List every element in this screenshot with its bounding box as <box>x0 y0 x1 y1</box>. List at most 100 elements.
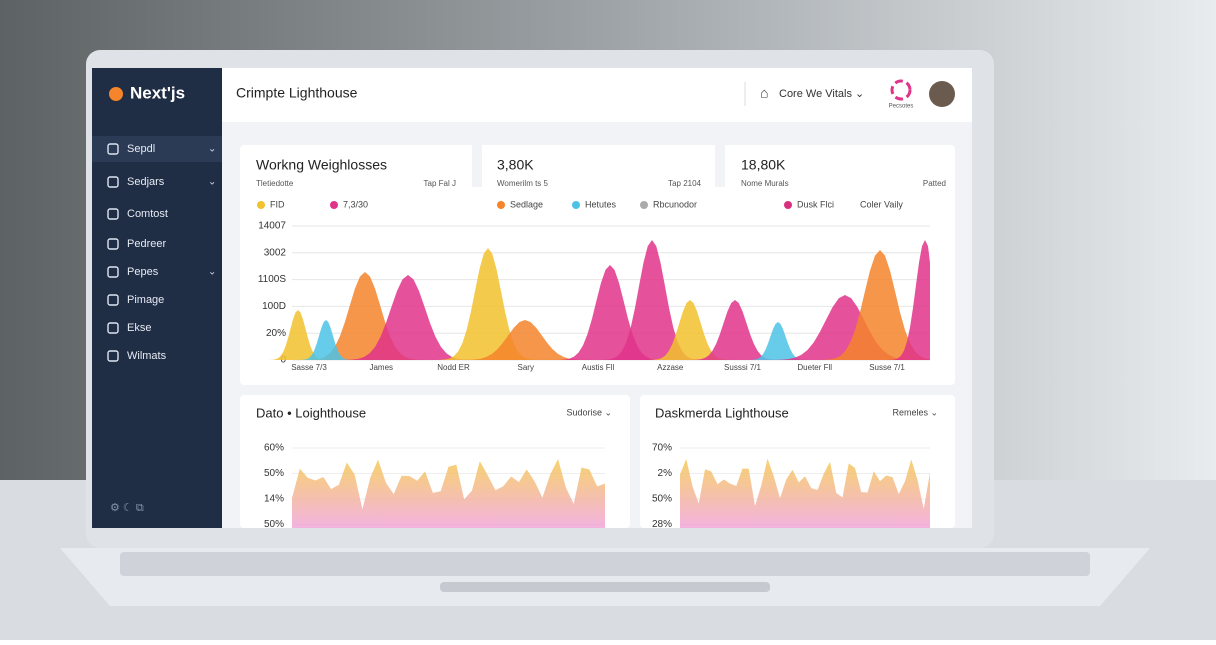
x-label: Susse 7/1 <box>869 363 905 372</box>
area-peak <box>437 248 539 360</box>
nav-icon <box>107 322 119 334</box>
area-peak <box>748 322 808 360</box>
panel-title: Dato • Loighthouse <box>256 405 366 420</box>
y-label: 50% <box>652 494 672 505</box>
area-peak <box>305 272 425 360</box>
area-peak <box>889 240 930 360</box>
nav-item[interactable]: Sedjars <box>127 176 165 188</box>
stat-label: Tletiedotte <box>256 179 294 188</box>
area-peak <box>601 240 703 360</box>
nav-item[interactable]: Pepes <box>127 266 159 278</box>
nav-item[interactable]: Ekse <box>127 322 151 334</box>
legend-label: FID <box>270 199 285 209</box>
legend-swatch <box>784 201 792 209</box>
area-soft <box>680 458 930 528</box>
nav-icon <box>107 208 119 220</box>
stat-label: Womerilm ts 5 <box>497 179 549 188</box>
card-gap <box>715 145 725 187</box>
card-gap <box>472 145 482 187</box>
x-label: James <box>369 363 393 372</box>
y-label: 70% <box>652 443 672 454</box>
y-label: 2% <box>658 468 673 479</box>
legend-swatch <box>640 201 648 209</box>
area-peak <box>648 300 732 360</box>
header <box>222 68 972 122</box>
area-peak <box>459 320 591 360</box>
active-item <box>92 136 222 162</box>
stat-title: Workng Weighlosses <box>256 157 387 173</box>
legend-swatch <box>257 201 265 209</box>
chevron: ⌄ <box>208 177 216 188</box>
y-label: 14% <box>264 494 284 505</box>
area-soft <box>292 459 605 528</box>
header-menu[interactable]: Core We Vitals <box>779 88 852 100</box>
badge-text: Pecsotes <box>889 104 914 110</box>
chevron: ⌄ <box>604 407 612 417</box>
nav-item[interactable]: Pedreer <box>127 238 166 250</box>
home-icon: ⌂ <box>760 85 768 101</box>
area-peak <box>770 295 920 360</box>
chart-menu[interactable]: Coler Vaily <box>860 199 903 209</box>
x-label: Austis Fll <box>582 363 615 372</box>
legend-label: Rbcunodor <box>653 199 697 209</box>
y-label: 60% <box>264 443 284 454</box>
y-label: 50% <box>264 468 284 479</box>
panel-menu[interactable]: Remeles <box>892 407 928 417</box>
x-label: Sasse 7/3 <box>291 363 327 372</box>
x-label: Nodd ER <box>437 363 470 372</box>
panel-menu[interactable]: Sudorise <box>566 407 602 417</box>
chevron: ⌄ <box>855 88 864 100</box>
stat-note: Patted <box>923 179 946 188</box>
chevron: ⌄ <box>930 407 938 417</box>
legend-label: 7,3/30 <box>343 199 368 209</box>
legend-label: Dusk Flci <box>797 199 834 209</box>
legend-swatch <box>497 201 505 209</box>
stat-label: Nome Murals <box>741 179 789 188</box>
y-label: 3002 <box>264 247 287 258</box>
x-label: Susssi 7/1 <box>724 363 761 372</box>
nav-item[interactable]: Sepdl <box>127 143 155 155</box>
area-peak <box>268 310 328 360</box>
y-label: 50% <box>264 519 284 530</box>
legend-label: Sedlage <box>510 199 543 209</box>
nav-icon <box>107 238 119 250</box>
badge-icon <box>890 79 912 101</box>
panel-title: Daskmerda Lighthouse <box>655 405 789 420</box>
trackpad <box>440 582 770 592</box>
area-peak <box>299 320 353 360</box>
nav-item[interactable]: Wilmats <box>127 350 167 362</box>
y-label: 28% <box>652 519 672 530</box>
nav-icon <box>107 294 119 306</box>
area-peak <box>556 265 664 360</box>
nav-item[interactable]: Pimage <box>127 294 164 306</box>
logo-icon <box>109 87 123 101</box>
stat-title: 18,80K <box>741 157 786 173</box>
y-label: 14007 <box>258 221 286 232</box>
y-label: 0 <box>280 355 286 366</box>
x-label: Dueter Fll <box>797 363 832 372</box>
y-label: 20% <box>266 328 286 339</box>
stat-note: Tap 2104 <box>668 179 701 188</box>
sidebar-footer-icons: ⚙ ☾ ⧉ <box>110 502 144 514</box>
chevron: ⌄ <box>208 144 216 155</box>
nav-item[interactable]: Comtost <box>127 208 168 220</box>
area-peak <box>342 275 474 360</box>
legend-swatch <box>330 201 338 209</box>
header-title: Crimpte Lighthouse <box>236 85 358 101</box>
y-label: 100D <box>262 301 286 312</box>
chevron: ⌄ <box>208 267 216 278</box>
avatar[interactable] <box>929 81 955 107</box>
keyboard <box>120 552 1090 576</box>
legend-swatch <box>572 201 580 209</box>
stat-note: Tap Fal J <box>424 179 456 188</box>
area-peak <box>820 250 930 360</box>
nav-icon <box>107 143 119 155</box>
stat-title: 3,80K <box>497 157 534 173</box>
x-label: Azzase <box>657 363 684 372</box>
nav-icon <box>107 266 119 278</box>
area-peak <box>690 300 780 360</box>
nav-icon <box>107 176 119 188</box>
y-label: 1100S <box>258 274 287 285</box>
logo: Next'js <box>130 83 185 102</box>
